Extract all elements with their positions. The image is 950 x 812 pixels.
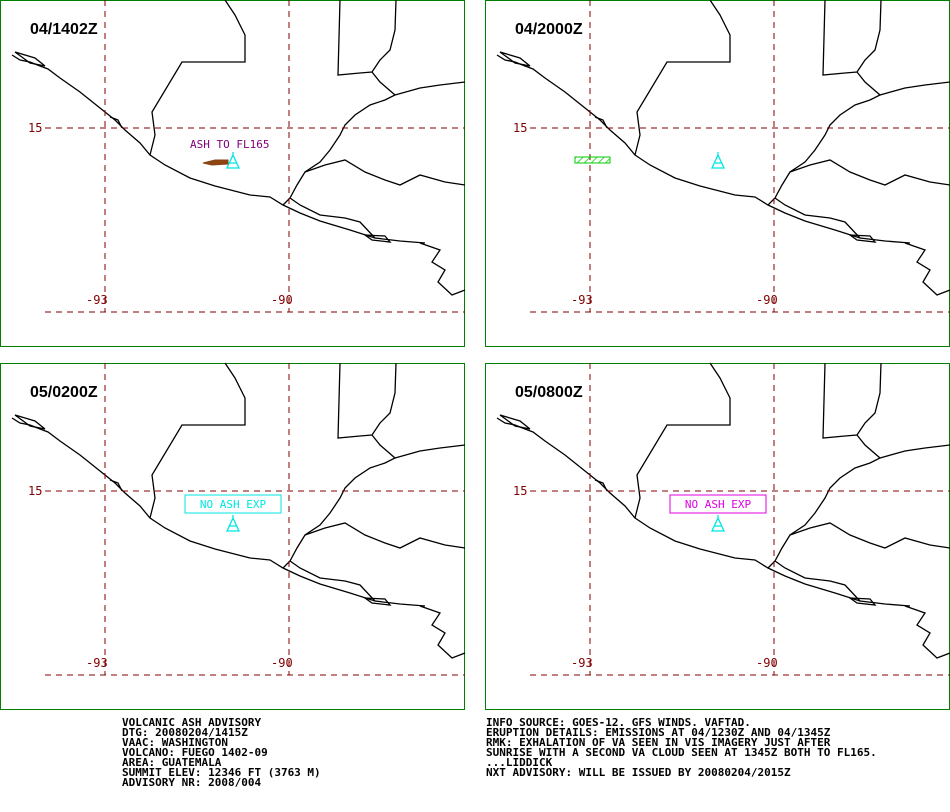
longitude-label: -93 [571, 656, 593, 670]
longitude-label: -93 [86, 293, 108, 307]
longitude-label: -90 [271, 293, 293, 307]
advisory-line: AREA: GUATEMALA [122, 756, 222, 769]
panel-frame [0, 363, 465, 710]
advisory-line: INFO SOURCE: GOES-12. GFS WINDS. VAFTAD. [486, 716, 751, 729]
longitude-label: -90 [756, 656, 778, 670]
advisory-line: SUNRISE WITH A SECOND VA CLOUD SEEN AT 1… [486, 746, 877, 759]
advisory-line: ...LIDDICK [486, 756, 553, 769]
map-panel: 15 -93 -90 04/2000Z [485, 0, 950, 347]
no-ash-annotation: NO ASH EXP [685, 498, 752, 511]
advisory-line: RMK: EXHALATION OF VA SEEN IN VIS IMAGER… [486, 736, 831, 749]
advisory-line: NXT ADVISORY: WILL BE ISSUED BY 20080204… [486, 766, 791, 779]
advisory-line: DTG: 20080204/1415Z [122, 726, 248, 739]
advisory-line: VOLCANIC ASH ADVISORY [122, 716, 261, 729]
advisory-line: SUMMIT ELEV: 12346 FT (3763 M) [122, 766, 321, 779]
panel-title: 04/1402Z [30, 21, 98, 38]
map-panel: 15 -93 -90 05/0200Z NO ASH EXP [0, 362, 466, 710]
panel-frame [485, 363, 950, 710]
ash-cloud [202, 159, 229, 166]
no-ash-box [184, 494, 282, 514]
longitude-label: -93 [571, 293, 593, 307]
panel-title: 05/0200Z [30, 384, 98, 401]
latitude-label: 15 [513, 121, 527, 135]
ash-area [574, 156, 611, 164]
longitude-label: -90 [756, 293, 778, 307]
panel-title: 05/0800Z [515, 384, 583, 401]
no-ash-box [669, 494, 767, 514]
panel-frame [485, 0, 950, 347]
longitude-label: -90 [271, 656, 293, 670]
panel-title: 04/2000Z [515, 21, 583, 38]
latitude-label: 15 [28, 484, 42, 498]
advisory-line: ADVISORY NR: 2008/004 [122, 776, 261, 789]
no-ash-annotation: NO ASH EXP [200, 498, 267, 511]
ash-annotation: ASH TO FL165 [190, 138, 269, 151]
advisory-line: VAAC: WASHINGTON [122, 736, 228, 749]
map-panel: 15 -93 -90 04/1402Z ASH TO FL165 [0, 0, 466, 347]
latitude-label: 15 [513, 484, 527, 498]
advisory-line: ERUPTION DETAILS: EMISSIONS AT 04/1230Z … [486, 726, 831, 739]
latitude-label: 15 [28, 121, 42, 135]
advisory-line: VOLCANO: FUEGO 1402-09 [122, 746, 268, 759]
panel-frame [0, 0, 465, 347]
map-panel: 15 -93 -90 05/0800Z NO ASH EXP [485, 362, 950, 710]
longitude-label: -93 [86, 656, 108, 670]
